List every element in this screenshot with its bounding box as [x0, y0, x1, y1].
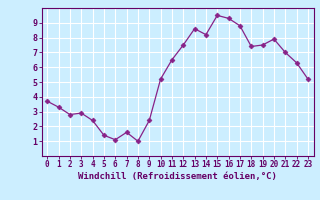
- X-axis label: Windchill (Refroidissement éolien,°C): Windchill (Refroidissement éolien,°C): [78, 172, 277, 181]
